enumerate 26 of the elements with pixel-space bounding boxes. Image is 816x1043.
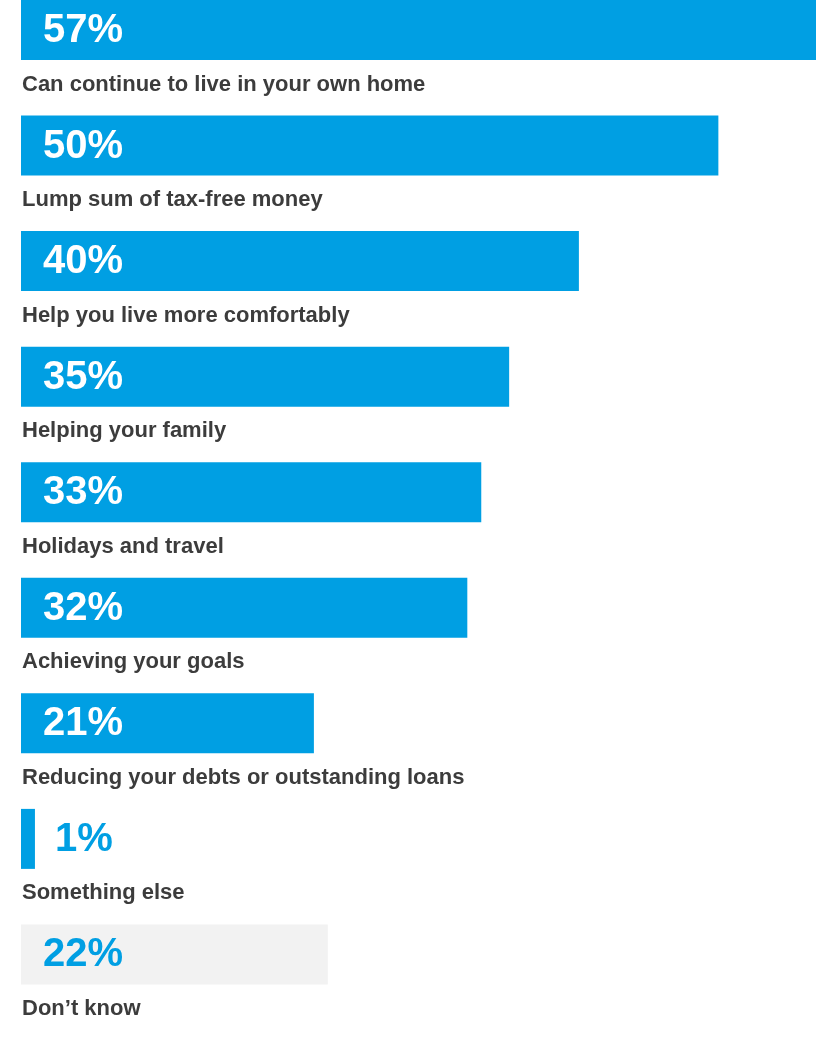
bar <box>21 346 510 407</box>
data-label: 57% <box>43 6 124 50</box>
data-label: 22% <box>43 930 124 975</box>
y-tick-label: Don’t know <box>22 995 142 1020</box>
y-tick-label: Lump sum of tax-free money <box>22 186 324 212</box>
data-label: 33% <box>43 468 124 513</box>
bar <box>21 693 314 754</box>
bar <box>21 0 816 60</box>
y-tick-label: Achieving your goals <box>22 648 245 674</box>
bar <box>21 808 35 869</box>
data-label: 35% <box>43 352 124 397</box>
y-tick-label: Reducing your debts or outstanding loans <box>22 763 465 789</box>
y-tick-label: Holidays and travel <box>22 532 224 558</box>
bar <box>21 115 719 176</box>
y-tick-label: Helping your family <box>22 417 227 443</box>
data-label: 50% <box>43 121 124 166</box>
data-label: 21% <box>43 699 124 744</box>
bar <box>21 577 468 638</box>
bar <box>21 231 579 292</box>
bar <box>21 462 482 523</box>
y-tick-label: Something else <box>22 879 185 905</box>
data-label: 40% <box>43 237 124 282</box>
y-tick-label: Can continue to live in your own home <box>22 70 426 96</box>
data-label: 32% <box>43 583 124 628</box>
y-tick-label: Help you live more comfortably <box>22 301 351 327</box>
data-label: 1% <box>54 814 113 859</box>
